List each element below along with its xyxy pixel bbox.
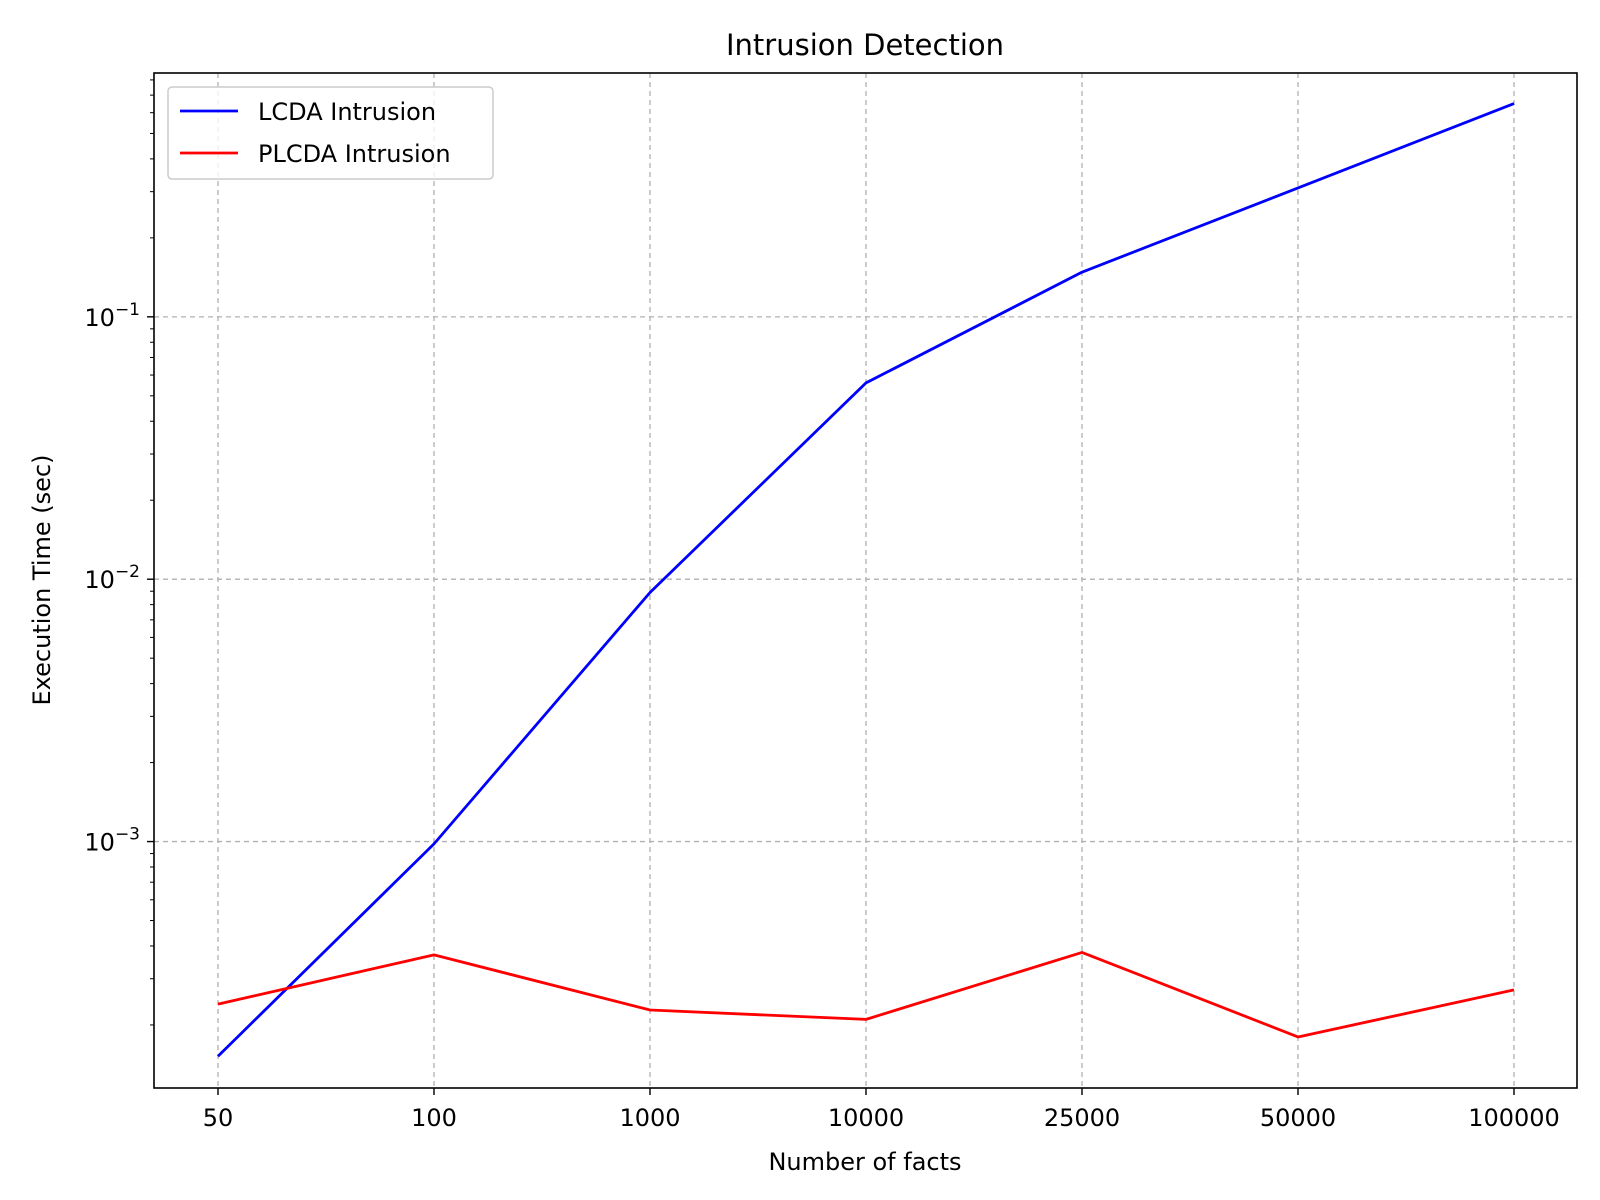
x-axis: 50 100 1000 10000 25000 50000 100000 bbox=[203, 1088, 1560, 1132]
x-tick-label: 100 bbox=[411, 1104, 457, 1132]
x-tick-label: 10000 bbox=[828, 1104, 904, 1132]
x-tick-label: 25000 bbox=[1044, 1104, 1120, 1132]
x-tick-label: 100000 bbox=[1468, 1104, 1560, 1132]
grid bbox=[154, 73, 1577, 1088]
y-axis: 10−3 10−2 10−1 bbox=[84, 79, 154, 1026]
series-line bbox=[217, 102, 1515, 1058]
x-tick-label: 50000 bbox=[1260, 1104, 1336, 1132]
series-lines bbox=[217, 102, 1515, 1058]
x-axis-label: Number of facts bbox=[768, 1148, 961, 1176]
y-tick-label: 10−2 bbox=[84, 562, 140, 594]
legend-label: LCDA Intrusion bbox=[258, 98, 436, 126]
y-axis-label: Execution Time (sec) bbox=[28, 455, 56, 706]
x-tick-label: 50 bbox=[203, 1104, 234, 1132]
y-tick-label: 10−3 bbox=[84, 825, 140, 857]
y-tick-label: 10−1 bbox=[84, 300, 140, 332]
legend-box bbox=[167, 86, 494, 180]
legend: LCDA Intrusion PLCDA Intrusion bbox=[167, 86, 494, 180]
x-tick-label: 1000 bbox=[619, 1104, 680, 1132]
legend-label: PLCDA Intrusion bbox=[258, 140, 451, 168]
series-line bbox=[217, 951, 1515, 1039]
chart-title: Intrusion Detection bbox=[726, 28, 1004, 62]
